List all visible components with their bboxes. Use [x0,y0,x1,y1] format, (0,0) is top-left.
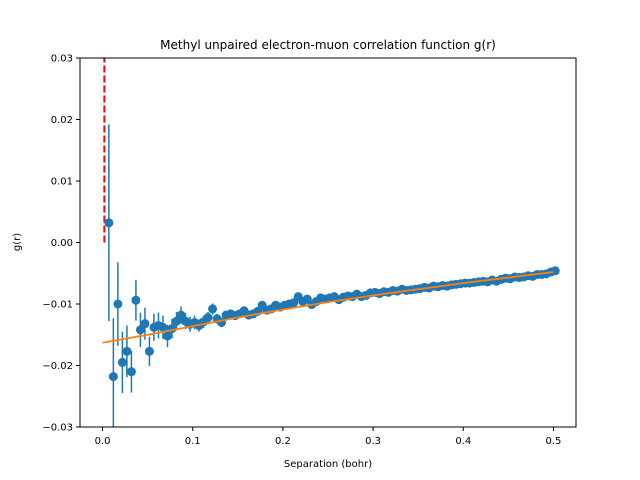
y-tick-label: −0.01 [42,300,73,311]
data-point [144,346,154,356]
x-tick-label: 0.2 [275,436,291,447]
x-axis-label: Separation (bohr) [284,459,372,470]
data-point [158,322,168,332]
data-point [126,367,136,377]
y-tick-label: 0.03 [51,54,73,65]
data-point [135,325,145,335]
x-tick-label: 0.3 [365,436,381,447]
y-tick-label: −0.03 [42,423,73,434]
y-tick-label: −0.02 [42,361,73,372]
data-point [171,316,181,326]
y-tick-label: 0.00 [51,238,73,249]
x-tick-label: 0.1 [185,436,201,447]
data-point [108,372,118,382]
y-tick-label: 0.01 [51,177,73,188]
data-point [104,218,114,228]
x-tick-label: 0.0 [95,436,111,447]
data-point [113,299,123,309]
data-point [117,357,127,367]
data-point [122,346,132,356]
fit-curve [102,271,554,344]
data-point [203,313,213,323]
data-point [176,310,186,320]
x-tick-label: 0.5 [546,436,562,447]
plot-area [102,58,560,427]
plot-content [102,58,560,427]
data-point [131,295,141,305]
data-point [550,266,560,276]
chart-title: Methyl unpaired electron-muon correlatio… [160,38,496,52]
axes: 0.0 0.1 0.2 0.3 0.4 0.5 −0.03 −0.02 −0.01 0.00 0.0… [42,54,577,447]
y-tick-label: 0.02 [51,115,73,126]
data-point [140,319,150,329]
y-axis-label: g(r) [12,233,23,251]
x-tick-label: 0.4 [455,436,471,447]
data-point [289,298,299,308]
data-point [162,331,172,341]
data-point [208,304,218,314]
